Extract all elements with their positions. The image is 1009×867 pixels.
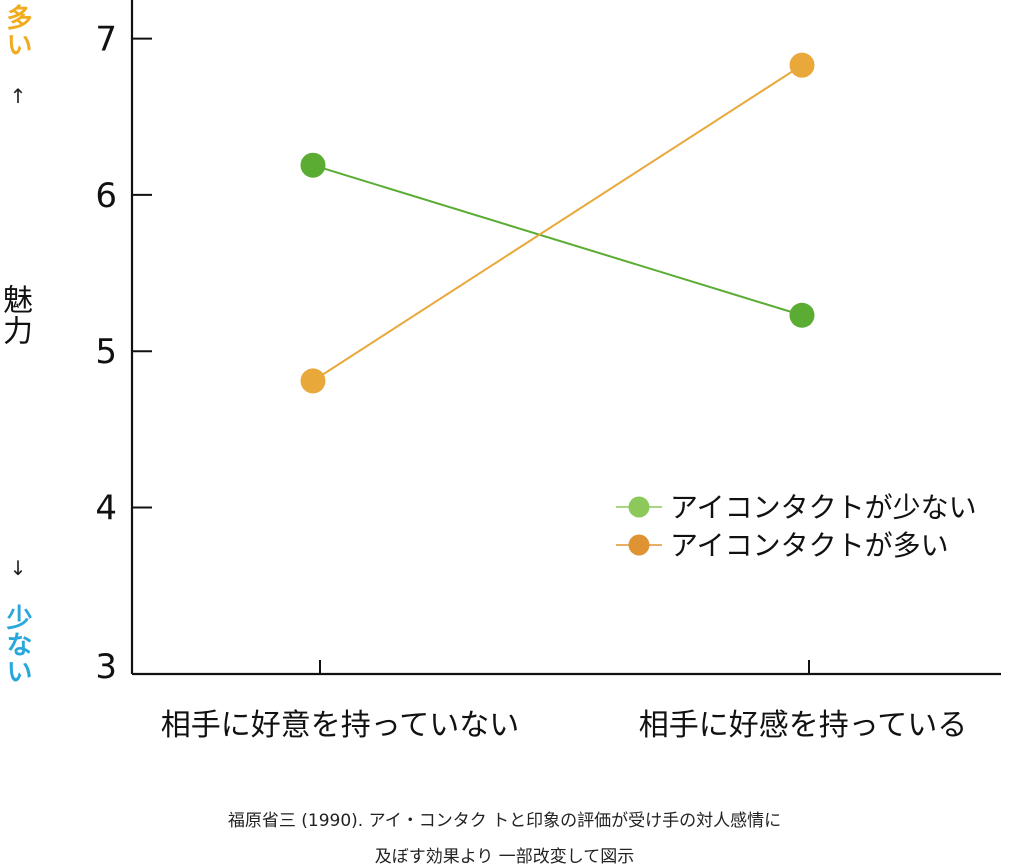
x-axis-ticks: 相手に好意を持っていない 相手に好感を持っている — [161, 660, 968, 743]
source-line-2: 及ぼす効果より 一部改変して図示 — [374, 847, 635, 867]
y-low-label: 少ない — [2, 604, 32, 685]
legend-marker — [628, 534, 650, 556]
source-line-1: 福原省三 (1990). アイ・コンタク トと印象の評価が受け手の対人感情に — [227, 811, 782, 831]
data-point — [300, 368, 326, 394]
y-tick-label: 3 — [95, 647, 117, 687]
y-tick-label: 4 — [95, 489, 117, 529]
data-point — [789, 302, 815, 328]
x-tick-label: 相手に好感を持っている — [639, 708, 968, 743]
y-tick-label: 6 — [95, 176, 117, 216]
x-tick-label: 相手に好意を持っていない — [161, 708, 520, 743]
data-point — [789, 52, 815, 78]
arrow-down-icon: ↓ — [9, 556, 27, 580]
y-tick-label: 7 — [95, 20, 117, 60]
arrow-up-icon: ↑ — [9, 84, 27, 108]
legend-label: アイコンタクトが多い — [670, 529, 949, 562]
y-axis-label: 魅力 — [0, 284, 32, 346]
series-line — [312, 164, 803, 317]
y-axis-ticks: 3 4 5 6 7 — [95, 20, 152, 687]
axes — [130, 0, 1001, 676]
series-line — [312, 64, 803, 382]
series-group — [300, 52, 815, 394]
legend-label: アイコンタクトが少ない — [670, 491, 977, 524]
legend-marker — [628, 496, 650, 518]
data-point — [300, 152, 326, 178]
y-tick-label: 5 — [95, 332, 117, 372]
y-high-label: 多い — [2, 4, 32, 58]
